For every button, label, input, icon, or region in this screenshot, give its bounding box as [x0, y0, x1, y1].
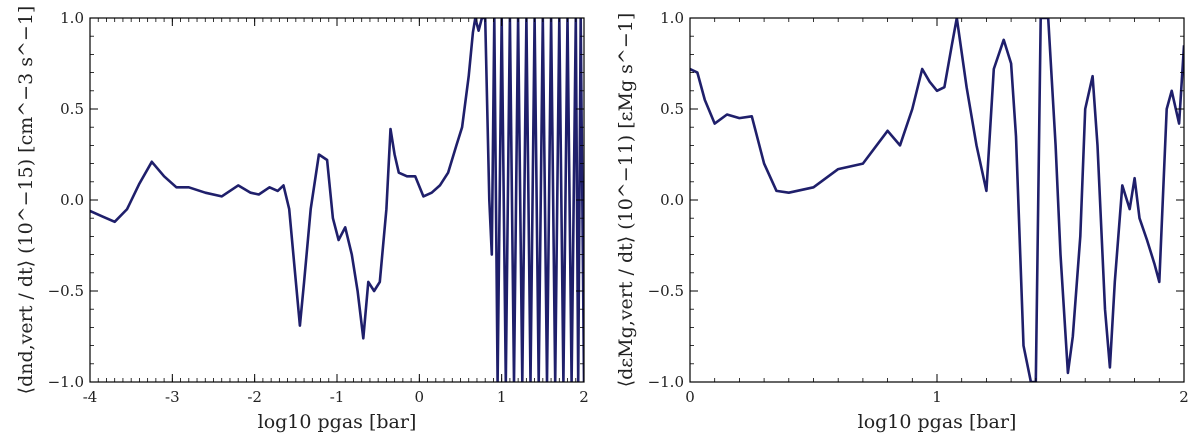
x-tick-label: 2 — [1179, 388, 1189, 406]
x-tick-label: -1 — [330, 388, 345, 406]
y-tick-label: 1.0 — [60, 9, 84, 27]
y-tick-label: 0.0 — [60, 191, 84, 209]
chart-left: -4 -3 -2 -1 0 1 2 −1.0 −0.5 0.0 0.5 1.0 log10 pgas [… — [15, 6, 589, 433]
x-tick-label: -2 — [247, 388, 262, 406]
y-tick-label: 0.5 — [660, 100, 684, 118]
series-line-0 — [90, 18, 584, 382]
y-tick-label: −0.5 — [648, 282, 684, 300]
y-tick-label: −0.5 — [48, 282, 84, 300]
x-tick-label: 1 — [497, 388, 507, 406]
series-line-0 — [690, 18, 1184, 382]
x-tick-label: 0 — [415, 388, 425, 406]
x-tick-label: 2 — [579, 388, 589, 406]
y-axis-label: ⟨dnd,vert / dt⟩ (10^−15) [cm^−3 s^−1] — [15, 6, 37, 395]
y-tick-label: −1.0 — [648, 373, 684, 391]
y-tick-label: 0.5 — [60, 100, 84, 118]
x-tick-label: 0 — [685, 388, 695, 406]
x-axis-label: log10 pgas [bar] — [858, 411, 1017, 433]
plot-frame — [689, 17, 1185, 383]
x-tick-label: 1 — [932, 388, 942, 406]
chart-right: 0 1 2 −1.0 −0.5 0.0 0.5 1.0 log10 pgas [bar] ⟨dεM… — [615, 9, 1189, 433]
x-tick-label: -4 — [83, 388, 98, 406]
x-axis-label: log10 pgas [bar] — [258, 411, 417, 433]
y-tick-label: −1.0 — [48, 373, 84, 391]
y-axis-label: ⟨dεMg,vert / dt⟩ (10^−11) [εMg s^−1] — [615, 13, 637, 388]
x-tick-label: -3 — [165, 388, 180, 406]
y-tick-label: 1.0 — [660, 9, 684, 27]
y-tick-label: 0.0 — [660, 191, 684, 209]
